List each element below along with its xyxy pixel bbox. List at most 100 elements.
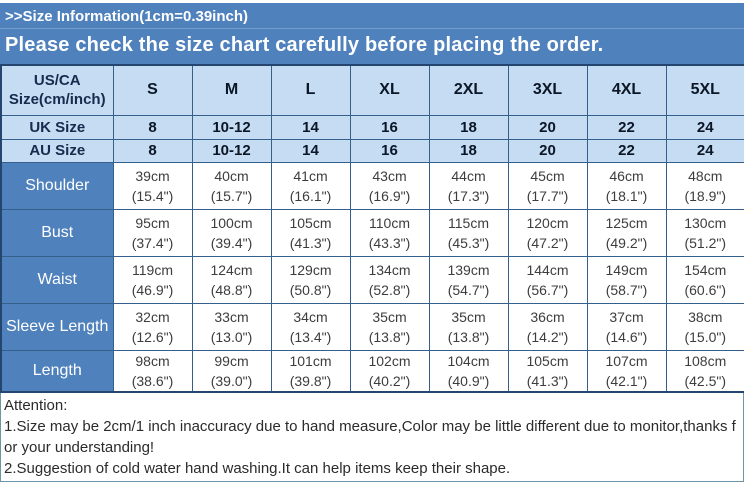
inch-value: (43.3") xyxy=(351,233,429,253)
measure-cell: 115cm(45.3") xyxy=(429,209,508,256)
inch-value: (49.2") xyxy=(588,233,666,253)
inch-value: (13.8") xyxy=(351,327,429,347)
measure-cell: 154cm(60.6") xyxy=(666,256,744,303)
cm-value: 119cm xyxy=(114,260,192,280)
measure-cell: 124cm(48.8") xyxy=(192,256,271,303)
measure-cell: 120cm(47.2") xyxy=(508,209,587,256)
measure-cell: 41cm(16.1") xyxy=(271,162,350,209)
inch-value: (15.7") xyxy=(193,186,271,206)
measure-cell: 139cm(54.7") xyxy=(429,256,508,303)
inch-value: (18.1") xyxy=(588,186,666,206)
uk-size-value: 22 xyxy=(587,115,666,139)
cm-value: 100cm xyxy=(193,213,271,233)
measure-cell: 35cm(13.8") xyxy=(350,303,429,350)
measure-cell: 125cm(49.2") xyxy=(587,209,666,256)
cm-value: 124cm xyxy=(193,260,271,280)
inch-value: (17.3") xyxy=(430,186,508,206)
inch-value: (48.8") xyxy=(193,280,271,300)
uk-size-value: 10-12 xyxy=(192,115,271,139)
cm-value: 36cm xyxy=(509,307,587,327)
inch-value: (45.3") xyxy=(430,233,508,253)
measure-cell: 101cm(39.8") xyxy=(271,350,350,392)
au-size-row: AU Size 8 10-12 14 16 18 20 22 24 xyxy=(1,139,744,162)
cm-value: 115cm xyxy=(430,213,508,233)
inch-value: (40.9") xyxy=(430,371,508,391)
cm-value: 98cm xyxy=(114,351,192,371)
attention-note-box: Attention: 1.Size may be 2cm/1 inch inac… xyxy=(0,393,744,482)
cm-value: 125cm xyxy=(588,213,666,233)
cm-value: 35cm xyxy=(351,307,429,327)
cm-value: 32cm xyxy=(114,307,192,327)
size-col-header-s: S xyxy=(113,65,192,115)
measure-cell: 98cm(38.6") xyxy=(113,350,192,392)
inch-value: (50.8") xyxy=(272,280,350,300)
measure-cell: 43cm(16.9") xyxy=(350,162,429,209)
sleeve-length-label: Sleeve Length xyxy=(1,303,113,350)
attention-note-2: 2.Suggestion of cold water hand washing.… xyxy=(4,458,740,479)
inch-value: (13.8") xyxy=(430,327,508,347)
size-chart-warning: Please check the size chart carefully be… xyxy=(0,29,744,64)
inch-value: (18.9") xyxy=(667,186,744,206)
inch-value: (46.9") xyxy=(114,280,192,300)
au-size-value: 24 xyxy=(666,139,744,162)
size-header-row: US/CA Size(cm/inch) S M L XL 2XL 3XL 4XL… xyxy=(1,65,744,115)
cm-value: 44cm xyxy=(430,166,508,186)
measure-cell: 102cm(40.2") xyxy=(350,350,429,392)
corner-header-cell: US/CA Size(cm/inch) xyxy=(1,65,113,115)
au-size-value: 22 xyxy=(587,139,666,162)
cm-value: 101cm xyxy=(272,351,350,371)
inch-value: (15.0") xyxy=(667,327,744,347)
measure-cell: 130cm(51.2") xyxy=(666,209,744,256)
bust-label: Bust xyxy=(1,209,113,256)
inch-value: (12.6") xyxy=(114,327,192,347)
shoulder-label: Shoulder xyxy=(1,162,113,209)
cm-value: 149cm xyxy=(588,260,666,280)
attention-heading: Attention: xyxy=(4,395,740,416)
size-information-title: >>Size Information(1cm=0.39inch) xyxy=(0,3,744,29)
cm-value: 105cm xyxy=(272,213,350,233)
size-col-header-3xl: 3XL xyxy=(508,65,587,115)
cm-value: 144cm xyxy=(509,260,587,280)
uk-size-value: 8 xyxy=(113,115,192,139)
measure-cell: 110cm(43.3") xyxy=(350,209,429,256)
cm-value: 48cm xyxy=(667,166,744,186)
cm-value: 130cm xyxy=(667,213,744,233)
measure-cell: 48cm(18.9") xyxy=(666,162,744,209)
inch-value: (16.9") xyxy=(351,186,429,206)
cm-value: 154cm xyxy=(667,260,744,280)
measure-cell: 39cm(15.4") xyxy=(113,162,192,209)
inch-value: (51.2") xyxy=(667,233,744,253)
size-chart-table: US/CA Size(cm/inch) S M L XL 2XL 3XL 4XL… xyxy=(0,64,744,393)
inch-value: (47.2") xyxy=(509,233,587,253)
uk-size-value: 20 xyxy=(508,115,587,139)
uk-size-label: UK Size xyxy=(1,115,113,139)
au-size-value: 14 xyxy=(271,139,350,162)
length-row: Length 98cm(38.6") 99cm(39.0") 101cm(39.… xyxy=(1,350,744,392)
inch-value: (54.7") xyxy=(430,280,508,300)
measure-cell: 44cm(17.3") xyxy=(429,162,508,209)
cm-value: 38cm xyxy=(667,307,744,327)
size-col-header-xl: XL xyxy=(350,65,429,115)
au-size-value: 8 xyxy=(113,139,192,162)
inch-value: (14.6") xyxy=(588,327,666,347)
uk-size-value: 18 xyxy=(429,115,508,139)
shoulder-row: Shoulder 39cm(15.4") 40cm(15.7") 41cm(16… xyxy=(1,162,744,209)
cm-value: 45cm xyxy=(509,166,587,186)
cm-value: 40cm xyxy=(193,166,271,186)
cm-value: 139cm xyxy=(430,260,508,280)
uk-size-row: UK Size 8 10-12 14 16 18 20 22 24 xyxy=(1,115,744,139)
measure-cell: 144cm(56.7") xyxy=(508,256,587,303)
measure-cell: 34cm(13.4") xyxy=(271,303,350,350)
measure-cell: 38cm(15.0") xyxy=(666,303,744,350)
size-col-header-5xl: 5XL xyxy=(666,65,744,115)
inch-value: (40.2") xyxy=(351,371,429,391)
measure-cell: 104cm(40.9") xyxy=(429,350,508,392)
measure-cell: 95cm(37.4") xyxy=(113,209,192,256)
measure-cell: 45cm(17.7") xyxy=(508,162,587,209)
cm-value: 105cm xyxy=(509,351,587,371)
cm-value: 99cm xyxy=(193,351,271,371)
cm-value: 37cm xyxy=(588,307,666,327)
au-size-value: 18 xyxy=(429,139,508,162)
measure-cell: 129cm(50.8") xyxy=(271,256,350,303)
